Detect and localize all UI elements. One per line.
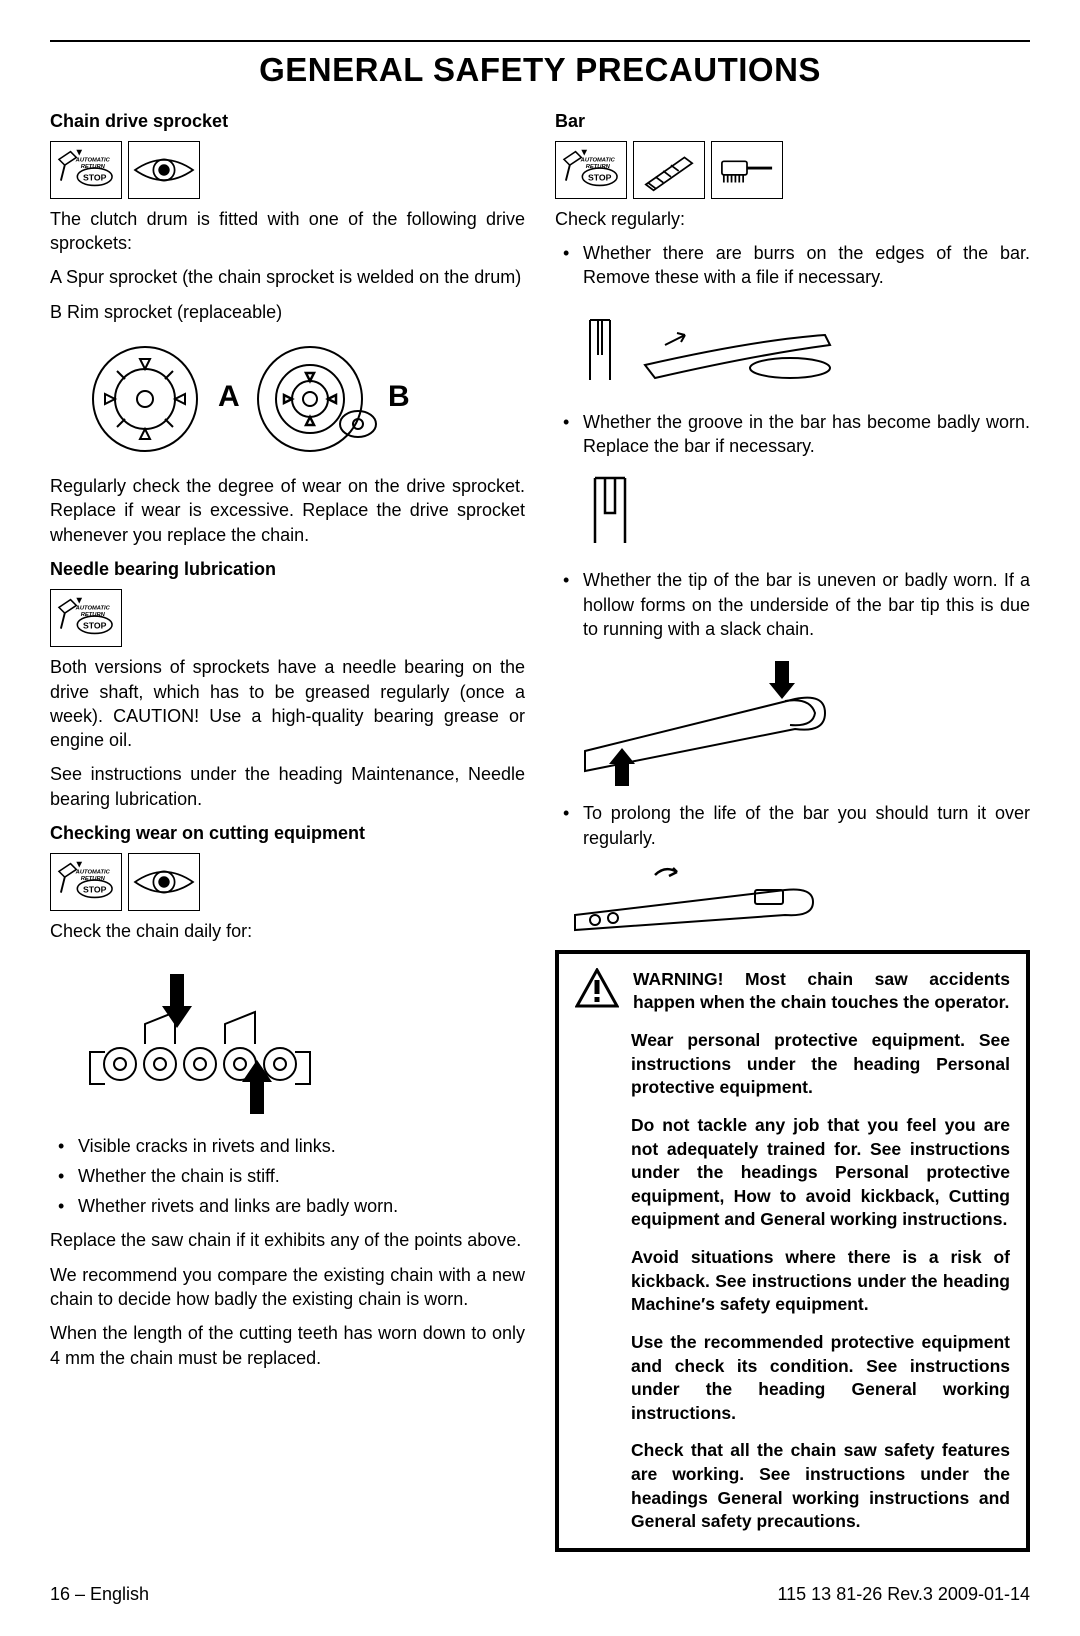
svg-text:B: B xyxy=(388,380,410,413)
file-tool-icon xyxy=(633,141,705,199)
bar-check-list: To prolong the life of the bar you shoul… xyxy=(555,801,1030,850)
paragraph: A Spur sprocket (the chain sprocket is w… xyxy=(50,265,525,289)
svg-text:AUTOMATIC: AUTOMATIC xyxy=(75,606,111,612)
svg-text:STOP: STOP xyxy=(83,885,107,895)
paragraph: Check regularly: xyxy=(555,207,1030,231)
warning-text: Avoid situations where there is a risk o… xyxy=(631,1246,1010,1317)
warning-box: WARNING! Most chain saw accidents happen… xyxy=(555,950,1030,1552)
brush-icon xyxy=(711,141,783,199)
chain-wear-figure xyxy=(50,954,525,1124)
sprocket-eye-icon xyxy=(128,141,200,199)
right-column: Bar STOP AUTOMATIC RETURN xyxy=(555,107,1030,1552)
list-item: Whether the chain is stiff. xyxy=(50,1164,525,1188)
list-item: Whether the tip of the bar is uneven or … xyxy=(555,568,1030,641)
list-item: Whether rivets and links are badly worn. xyxy=(50,1194,525,1218)
heading-chain-drive-sprocket: Chain drive sprocket xyxy=(50,109,525,133)
left-column: Chain drive sprocket STOP AUTOMATIC RETU… xyxy=(50,107,525,1552)
footer-left: 16 – English xyxy=(50,1582,149,1606)
svg-text:AUTOMATIC: AUTOMATIC xyxy=(580,157,616,163)
page-title: GENERAL SAFETY PRECAUTIONS xyxy=(50,48,1030,93)
paragraph: The clutch drum is fitted with one of th… xyxy=(50,207,525,256)
svg-text:STOP: STOP xyxy=(83,621,107,631)
warning-text: Use the recommended protective equipment… xyxy=(631,1331,1010,1426)
svg-text:A: A xyxy=(218,380,240,413)
chain-check-list: Visible cracks in rivets and links. Whet… xyxy=(50,1134,525,1219)
bar-flip-figure xyxy=(555,860,1030,940)
paragraph: We recommend you compare the existing ch… xyxy=(50,1263,525,1312)
list-item: To prolong the life of the bar you shoul… xyxy=(555,801,1030,850)
list-item: Whether there are burrs on the edges of … xyxy=(555,241,1030,290)
svg-text:STOP: STOP xyxy=(588,172,612,182)
paragraph: Regularly check the degree of wear on th… xyxy=(50,474,525,547)
heading-needle-bearing: Needle bearing lubrication xyxy=(50,557,525,581)
list-item: Visible cracks in rivets and links. xyxy=(50,1134,525,1158)
stop-brake-icon: STOP AUTOMATIC RETURN xyxy=(50,589,122,647)
paragraph: B Rim sprocket (replaceable) xyxy=(50,300,525,324)
horizontal-rule xyxy=(50,40,1030,42)
page-footer: 16 – English 115 13 81-26 Rev.3 2009-01-… xyxy=(50,1582,1030,1606)
stop-brake-icon: STOP AUTOMATIC RETURN xyxy=(50,853,122,911)
icon-row: STOP AUTOMATIC RETURN xyxy=(50,853,525,911)
paragraph: Both versions of sprockets have a needle… xyxy=(50,655,525,752)
sprocket-ab-figure: A B xyxy=(50,334,525,464)
icon-row: STOP AUTOMATIC RETURN xyxy=(50,141,525,199)
bar-tip-figure xyxy=(555,651,1030,791)
svg-text:RETURN: RETURN xyxy=(81,876,106,882)
svg-text:RETURN: RETURN xyxy=(81,164,106,170)
paragraph: See instructions under the heading Maint… xyxy=(50,762,525,811)
heading-bar: Bar xyxy=(555,109,1030,133)
bar-file-figure xyxy=(555,300,1030,400)
svg-text:RETURN: RETURN xyxy=(81,612,106,618)
stop-brake-icon: STOP AUTOMATIC RETURN xyxy=(555,141,627,199)
sprocket-eye-icon xyxy=(128,853,200,911)
paragraph: When the length of the cutting teeth has… xyxy=(50,1321,525,1370)
paragraph: Replace the saw chain if it exhibits any… xyxy=(50,1228,525,1252)
paragraph: Check the chain daily for: xyxy=(50,919,525,943)
svg-text:RETURN: RETURN xyxy=(586,164,611,170)
warning-text: WARNING! Most chain saw accidents happen… xyxy=(633,968,1010,1015)
icon-row: STOP AUTOMATIC RETURN xyxy=(50,589,525,647)
bar-check-list: Whether there are burrs on the edges of … xyxy=(555,241,1030,290)
two-column-layout: Chain drive sprocket STOP AUTOMATIC RETU… xyxy=(50,107,1030,1552)
stop-brake-icon: STOP AUTOMATIC RETURN xyxy=(50,141,122,199)
bar-groove-figure xyxy=(555,468,1030,558)
footer-right: 115 13 81-26 Rev.3 2009-01-14 xyxy=(777,1582,1030,1606)
bar-check-list: Whether the groove in the bar has become… xyxy=(555,410,1030,459)
icon-row: STOP AUTOMATIC RETURN xyxy=(555,141,1030,199)
svg-text:AUTOMATIC: AUTOMATIC xyxy=(75,157,111,163)
svg-text:AUTOMATIC: AUTOMATIC xyxy=(75,870,111,876)
svg-text:STOP: STOP xyxy=(83,172,107,182)
warning-text: Check that all the chain saw safety feat… xyxy=(631,1439,1010,1534)
heading-checking-wear: Checking wear on cutting equipment xyxy=(50,821,525,845)
list-item: Whether the groove in the bar has become… xyxy=(555,410,1030,459)
warning-text: Wear personal protective equipment. See … xyxy=(631,1029,1010,1100)
bar-check-list: Whether the tip of the bar is uneven or … xyxy=(555,568,1030,641)
warning-text: Do not tackle any job that you feel you … xyxy=(631,1114,1010,1232)
warning-triangle-icon xyxy=(575,968,619,1015)
